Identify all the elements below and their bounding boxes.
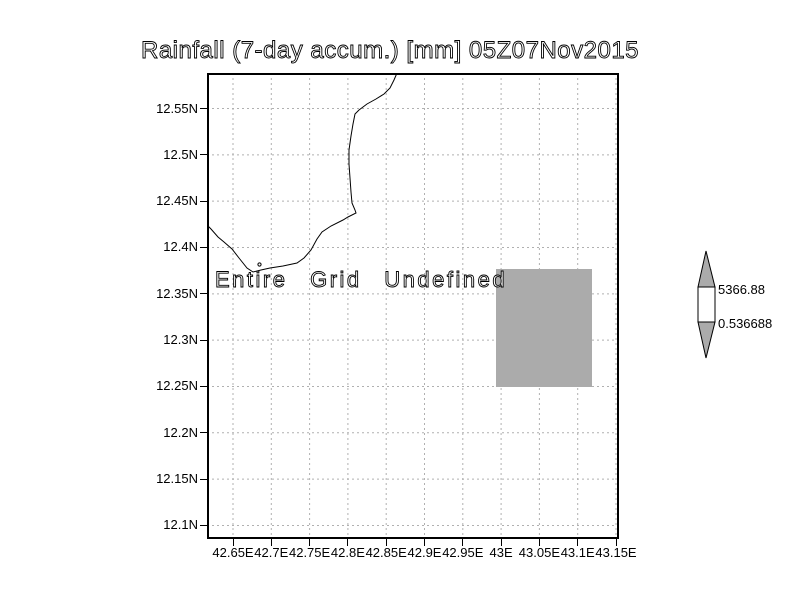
lon-tick-mark (462, 539, 464, 546)
lon-tick-mark (309, 539, 311, 546)
lon-tick-label: 43.05E (518, 545, 560, 560)
lon-tick-mark (538, 539, 540, 546)
lat-tick-label: 12.2N (163, 424, 198, 440)
lon-tick-mark (424, 539, 425, 546)
page-title: Rainfall (7-day accum.) [mm] 05Z07Nov201… (141, 37, 640, 65)
lon-tick-mark (270, 539, 272, 546)
lat-tick-label: 12.45N (156, 193, 198, 209)
lon-tick-label: 42.75E (288, 545, 331, 560)
lat-tick-label: 12.3N (163, 332, 198, 348)
lon-tick-label: 42.7E (254, 545, 289, 560)
lat-tick-mark (200, 524, 207, 526)
lat-tick-label: 12.5N (163, 146, 198, 162)
lat-tick-label: 12.35N (156, 285, 198, 301)
colorbar-middle-band (697, 286, 716, 323)
lon-tick-label: 42.85E (365, 545, 407, 560)
lat-tick-mark (200, 200, 207, 202)
lon-tick-label: 42.9E (407, 545, 442, 560)
lon-tick-label: 43.15E (595, 545, 637, 560)
coastline-path (207, 73, 398, 273)
colorbar (697, 250, 716, 359)
lon-tick-label: 42.65E (212, 545, 254, 560)
lon-tick-label: 42.8E (330, 545, 365, 560)
lat-tick-mark (200, 339, 207, 341)
lat-tick-label: 12.15N (156, 471, 198, 487)
undefined-grid-message: Entire Grid Undefined (215, 267, 508, 293)
lon-tick-label: 43E (489, 545, 513, 560)
lon-tick-mark (347, 539, 349, 546)
lon-tick-label: 43.1E (560, 545, 595, 560)
lat-tick-mark (200, 246, 207, 248)
lat-tick-label: 12.1N (163, 517, 198, 533)
colorbar-max-value: 5366.88 (718, 282, 765, 297)
lat-tick-label: 12.4N (163, 239, 198, 255)
lat-tick-label: 12.25N (156, 378, 198, 394)
lon-tick-mark (232, 539, 234, 546)
grid-lines (207, 73, 619, 539)
lat-tick-mark (200, 108, 207, 109)
colorbar-lower-arrow-icon (697, 321, 716, 359)
colorbar-min-value: 0.536688 (718, 316, 773, 331)
islet-dot (257, 262, 262, 267)
map-frame-border (207, 73, 619, 539)
lat-tick-mark (200, 478, 207, 480)
undefined-shaded-cell (496, 269, 592, 387)
lon-tick-mark (615, 539, 617, 546)
lon-tick-label: 42.95E (442, 545, 484, 560)
lon-tick-mark (385, 539, 387, 546)
map-plot-canvas (207, 73, 619, 539)
lat-tick-mark (200, 432, 207, 434)
lon-tick-mark (500, 539, 502, 546)
lat-tick-label: 12.55N (156, 100, 198, 116)
lat-tick-mark (200, 154, 207, 156)
colorbar-upper-arrow-icon (697, 250, 716, 288)
lat-tick-mark (200, 385, 207, 387)
lon-tick-mark (577, 539, 579, 546)
lat-tick-mark (200, 293, 207, 295)
